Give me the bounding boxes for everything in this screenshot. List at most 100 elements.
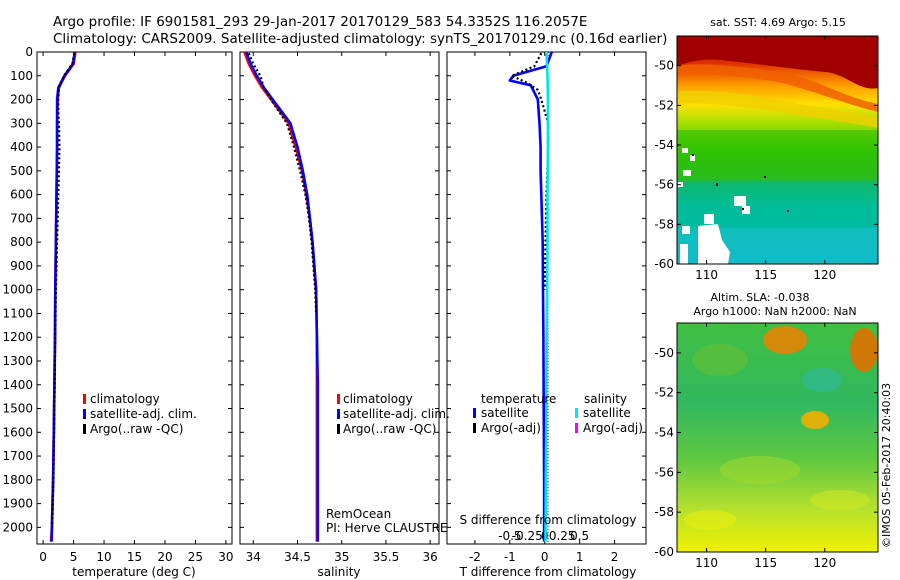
- map-x-tick-label: 115: [754, 268, 777, 282]
- difference-panel: -2 -1 0 1 2 -0.5-0.25 0 0.250.5 temperature sa…: [446, 51, 647, 579]
- difference-x-axis: -2 -1 0 1 2: [469, 52, 618, 564]
- depth-tick-label: 700: [10, 211, 33, 225]
- sst-map-panel: sat. SST: 4.69 Argo: 5.15: [654, 16, 879, 282]
- depth-tick-label: 1400: [2, 378, 33, 392]
- legend-header-salinity: salinity: [584, 392, 627, 406]
- legend-swatch-temp-satellite: [473, 408, 476, 418]
- map-y-tick-label: -56: [654, 178, 674, 192]
- temperature-legend: climatology satellite-adj. clim. Argo(..…: [83, 392, 197, 436]
- depth-tick-label: 1100: [2, 306, 33, 320]
- depth-tick-label: 300: [10, 116, 33, 130]
- temperature-series: [49, 51, 77, 542]
- depth-tick-label: 500: [10, 164, 33, 178]
- salinity-difference-axis: -0.5-0.250 0.250.5: [498, 529, 589, 543]
- s-diff-tick-label: -0.25: [512, 529, 543, 543]
- map-y-tick-label: -60: [654, 257, 674, 271]
- depth-tick-label: 100: [10, 69, 33, 83]
- x-tick-label: 34: [246, 550, 261, 564]
- s-diff-tick-label: -0.5: [498, 529, 521, 543]
- sla-map-title-1: Altim. SLA: -0.038: [710, 291, 809, 304]
- salinity-legend: climatology satellite-adj. clim. Argo(..…: [337, 392, 450, 436]
- map-y-tick-label: -58: [654, 217, 674, 231]
- salinity-x-axis: 34 34.5 35 35.5 36: [246, 52, 438, 564]
- sst-map-frame: [676, 35, 879, 265]
- legend-label-satellite-adj: satellite-adj. clim.: [90, 407, 197, 421]
- map-y-tick-label: -50: [654, 59, 674, 73]
- x-tick-label: 0: [39, 550, 47, 564]
- header-line-2: Climatology: CARS2009. Satellite-adjuste…: [53, 31, 667, 47]
- legend-label-climatology: climatology: [90, 392, 160, 406]
- temperature-plot-frame: [36, 51, 233, 545]
- legend-label-temp-argo: Argo(-adj): [481, 421, 541, 435]
- depth-tick-label: 800: [10, 235, 33, 249]
- legend-label-sal-satellite: satellite: [583, 406, 631, 420]
- x-tick-label: 2: [611, 550, 619, 564]
- s-diff-tick-label: 0.5: [570, 529, 589, 543]
- map-x-tick-label: 120: [813, 556, 836, 570]
- map-y-tick-label: -56: [654, 465, 674, 479]
- legend-swatch-climatology: [337, 394, 340, 404]
- depth-tick-label: 1300: [2, 354, 33, 368]
- series-climatology: [243, 51, 319, 542]
- series-salinity-satellite: [544, 51, 550, 542]
- x-tick-label: 15: [127, 550, 142, 564]
- depth-tick-label: 400: [10, 140, 33, 154]
- sla-map-frame: [676, 322, 879, 553]
- legend-swatch-sal-argo: [575, 423, 578, 433]
- s-difference-label: S difference from climatology: [460, 513, 637, 527]
- legend-swatch-satellite-adj: [337, 409, 340, 419]
- salinity-panel: 34 34.5 35 35.5 36 climatology satellite-adj…: [239, 51, 450, 579]
- legend-header-temperature: temperature: [481, 392, 556, 406]
- salinity-depth-ticks: [240, 51, 439, 528]
- legend-label-climatology: climatology: [343, 392, 413, 406]
- depth-tick-label: 900: [10, 259, 33, 273]
- x-tick-label: 35.5: [373, 550, 400, 564]
- x-tick-label: 30: [218, 550, 233, 564]
- temperature-x-label: temperature (deg C): [72, 565, 195, 579]
- map-y-tick-label: -52: [654, 98, 674, 112]
- depth-axis: 0 100 200 300 400 500 600 700 800 900 1000 1100 1200…: [2, 45, 232, 534]
- map-y-tick-label: -60: [654, 545, 674, 559]
- legend-label-temp-satellite: satellite: [481, 406, 529, 420]
- x-tick-label: 35: [334, 550, 349, 564]
- depth-tick-label: 1900: [2, 497, 33, 511]
- legend-swatch-temp-argo: [473, 423, 476, 433]
- depth-tick-label: 2000: [2, 520, 33, 534]
- project-annotation: RemOcean: [326, 507, 391, 521]
- x-tick-label: 20: [157, 550, 172, 564]
- difference-depth-ticks: [447, 51, 646, 528]
- header-line-1: Argo profile: IF 6901581_293 29-Jan-2017…: [53, 14, 587, 30]
- map-y-tick-label: -54: [654, 138, 674, 152]
- temperature-panel: 0100200300400500600700800900100011001200…: [2, 45, 233, 579]
- legend-label-satellite-adj: satellite-adj. clim.: [343, 407, 450, 421]
- sst-map-axes: 110 115 120 -50 -52 -54 -56 -58 -60: [654, 36, 878, 282]
- t-difference-label: T difference from climatology: [459, 565, 637, 579]
- sst-map-title: sat. SST: 4.69 Argo: 5.15: [710, 16, 846, 29]
- sla-map-axes: 110 115 120 -50 -52 -54 -56 -58 -60: [654, 323, 878, 570]
- x-tick-label: 5: [70, 550, 78, 564]
- sla-map-title-2: Argo h1000: NaN h2000: NaN: [693, 305, 856, 318]
- x-tick-label: -2: [469, 550, 481, 564]
- legend-swatch-climatology: [83, 394, 86, 404]
- map-y-tick-label: -52: [654, 386, 674, 400]
- depth-tick-label: 0: [25, 45, 33, 59]
- sla-map-panel: Altim. SLA: -0.038 Argo h1000: NaN h2000…: [654, 291, 879, 570]
- depth-tick-label: 1800: [2, 473, 33, 487]
- sst-heatmap: [677, 36, 878, 264]
- depth-tick-label: 1000: [2, 283, 33, 297]
- depth-tick-label: 600: [10, 188, 33, 202]
- series-argo-raw-qc-: [247, 52, 318, 314]
- sla-heatmap: [677, 323, 878, 552]
- legend-label-argo: Argo(..raw -QC): [90, 422, 183, 436]
- difference-series: [508, 51, 553, 542]
- x-tick-label: 10: [96, 550, 111, 564]
- legend-swatch-argo: [83, 424, 86, 434]
- depth-tick-label: 200: [10, 93, 33, 107]
- legend-label-sal-argo: Argo(-adj): [583, 421, 643, 435]
- depth-tick-label: 1700: [2, 449, 33, 463]
- map-x-tick-label: 110: [695, 268, 718, 282]
- depth-tick-label: 1600: [2, 425, 33, 439]
- series-satellite-adj-clim-: [244, 51, 320, 542]
- series-temperature-satellite: [508, 51, 553, 542]
